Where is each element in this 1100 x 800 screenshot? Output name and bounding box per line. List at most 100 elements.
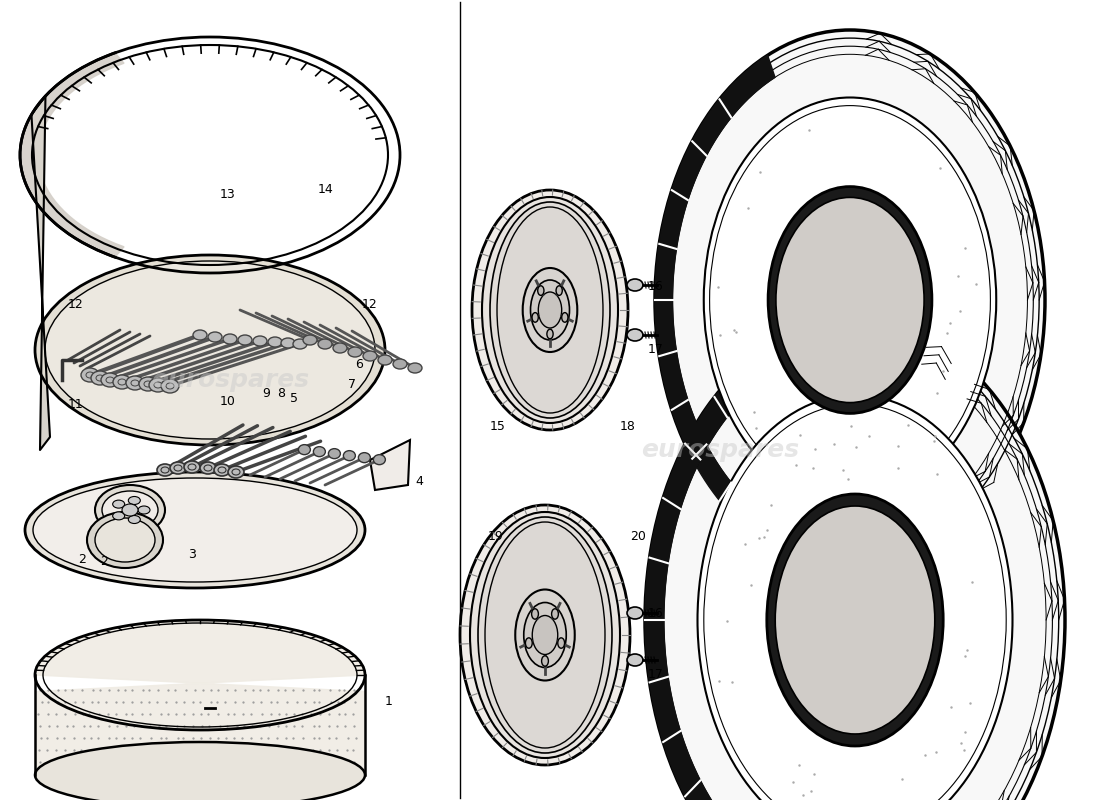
Ellipse shape [95,518,155,562]
Text: 11: 11 [68,398,84,411]
Ellipse shape [122,504,138,516]
Ellipse shape [102,491,158,529]
Ellipse shape [91,371,109,385]
Ellipse shape [472,190,628,430]
Text: 14: 14 [318,183,333,196]
Text: 8: 8 [277,387,285,400]
Ellipse shape [627,279,644,291]
Ellipse shape [654,30,1045,570]
Ellipse shape [170,462,186,474]
Ellipse shape [497,207,603,413]
Ellipse shape [138,506,150,514]
Ellipse shape [318,339,332,349]
Text: 7: 7 [348,378,356,391]
Ellipse shape [515,590,574,681]
Ellipse shape [704,98,997,502]
Ellipse shape [530,280,570,340]
Ellipse shape [767,494,943,746]
Ellipse shape [314,446,326,457]
Ellipse shape [223,334,236,344]
Ellipse shape [214,464,230,476]
Ellipse shape [562,313,568,322]
Polygon shape [645,348,774,800]
Text: eurospares: eurospares [151,368,309,392]
Text: 20: 20 [630,530,646,543]
Text: 6: 6 [355,358,363,371]
Text: 16: 16 [648,280,663,293]
Ellipse shape [228,466,244,478]
Ellipse shape [184,461,200,473]
Ellipse shape [627,607,644,619]
Ellipse shape [482,197,618,423]
Text: 17: 17 [648,343,664,356]
Ellipse shape [460,505,630,765]
Ellipse shape [348,347,362,357]
Ellipse shape [35,742,365,800]
Ellipse shape [531,609,538,619]
Ellipse shape [139,377,157,391]
Ellipse shape [302,335,317,345]
Ellipse shape [87,512,163,568]
Ellipse shape [157,464,173,476]
Ellipse shape [359,453,371,462]
Ellipse shape [280,338,295,348]
Text: 9: 9 [262,387,270,400]
Ellipse shape [298,445,310,454]
Ellipse shape [293,339,307,349]
Ellipse shape [470,512,620,758]
Text: 16: 16 [648,607,663,620]
Ellipse shape [408,363,422,373]
Ellipse shape [126,376,144,390]
Ellipse shape [532,313,538,322]
Ellipse shape [541,656,549,666]
Ellipse shape [148,378,167,392]
Ellipse shape [25,472,365,588]
Ellipse shape [627,654,644,666]
Ellipse shape [113,375,131,389]
Ellipse shape [558,638,564,648]
Ellipse shape [627,329,644,341]
Ellipse shape [524,602,567,667]
Ellipse shape [490,202,610,418]
Ellipse shape [363,351,377,361]
Text: 10: 10 [220,395,235,408]
Ellipse shape [81,368,99,382]
Text: 17: 17 [648,668,664,681]
Ellipse shape [253,336,267,346]
Ellipse shape [697,395,1012,800]
Ellipse shape [161,379,179,393]
Text: 5: 5 [290,392,298,405]
Ellipse shape [532,615,558,654]
Ellipse shape [551,609,559,619]
Text: 18: 18 [620,420,636,433]
Ellipse shape [378,355,392,365]
Ellipse shape [556,286,562,295]
Ellipse shape [373,454,385,465]
Polygon shape [20,53,124,257]
Ellipse shape [45,261,375,439]
Text: 19: 19 [488,530,504,543]
Ellipse shape [329,449,340,458]
Ellipse shape [33,478,358,582]
Ellipse shape [112,512,124,520]
Ellipse shape [485,522,605,748]
Text: 12: 12 [68,298,84,311]
Ellipse shape [343,450,355,461]
Ellipse shape [547,330,553,339]
Ellipse shape [776,198,924,402]
Ellipse shape [238,335,252,345]
Text: 3: 3 [188,548,196,561]
Ellipse shape [478,517,612,753]
Ellipse shape [200,462,216,474]
Text: 4: 4 [415,475,422,488]
Polygon shape [654,55,776,545]
Ellipse shape [538,292,562,328]
Ellipse shape [768,186,932,414]
Ellipse shape [101,373,119,387]
Ellipse shape [95,485,165,535]
Ellipse shape [776,506,935,734]
Polygon shape [35,620,365,775]
Ellipse shape [645,320,1065,800]
Text: 12: 12 [362,298,377,311]
Polygon shape [370,440,410,490]
